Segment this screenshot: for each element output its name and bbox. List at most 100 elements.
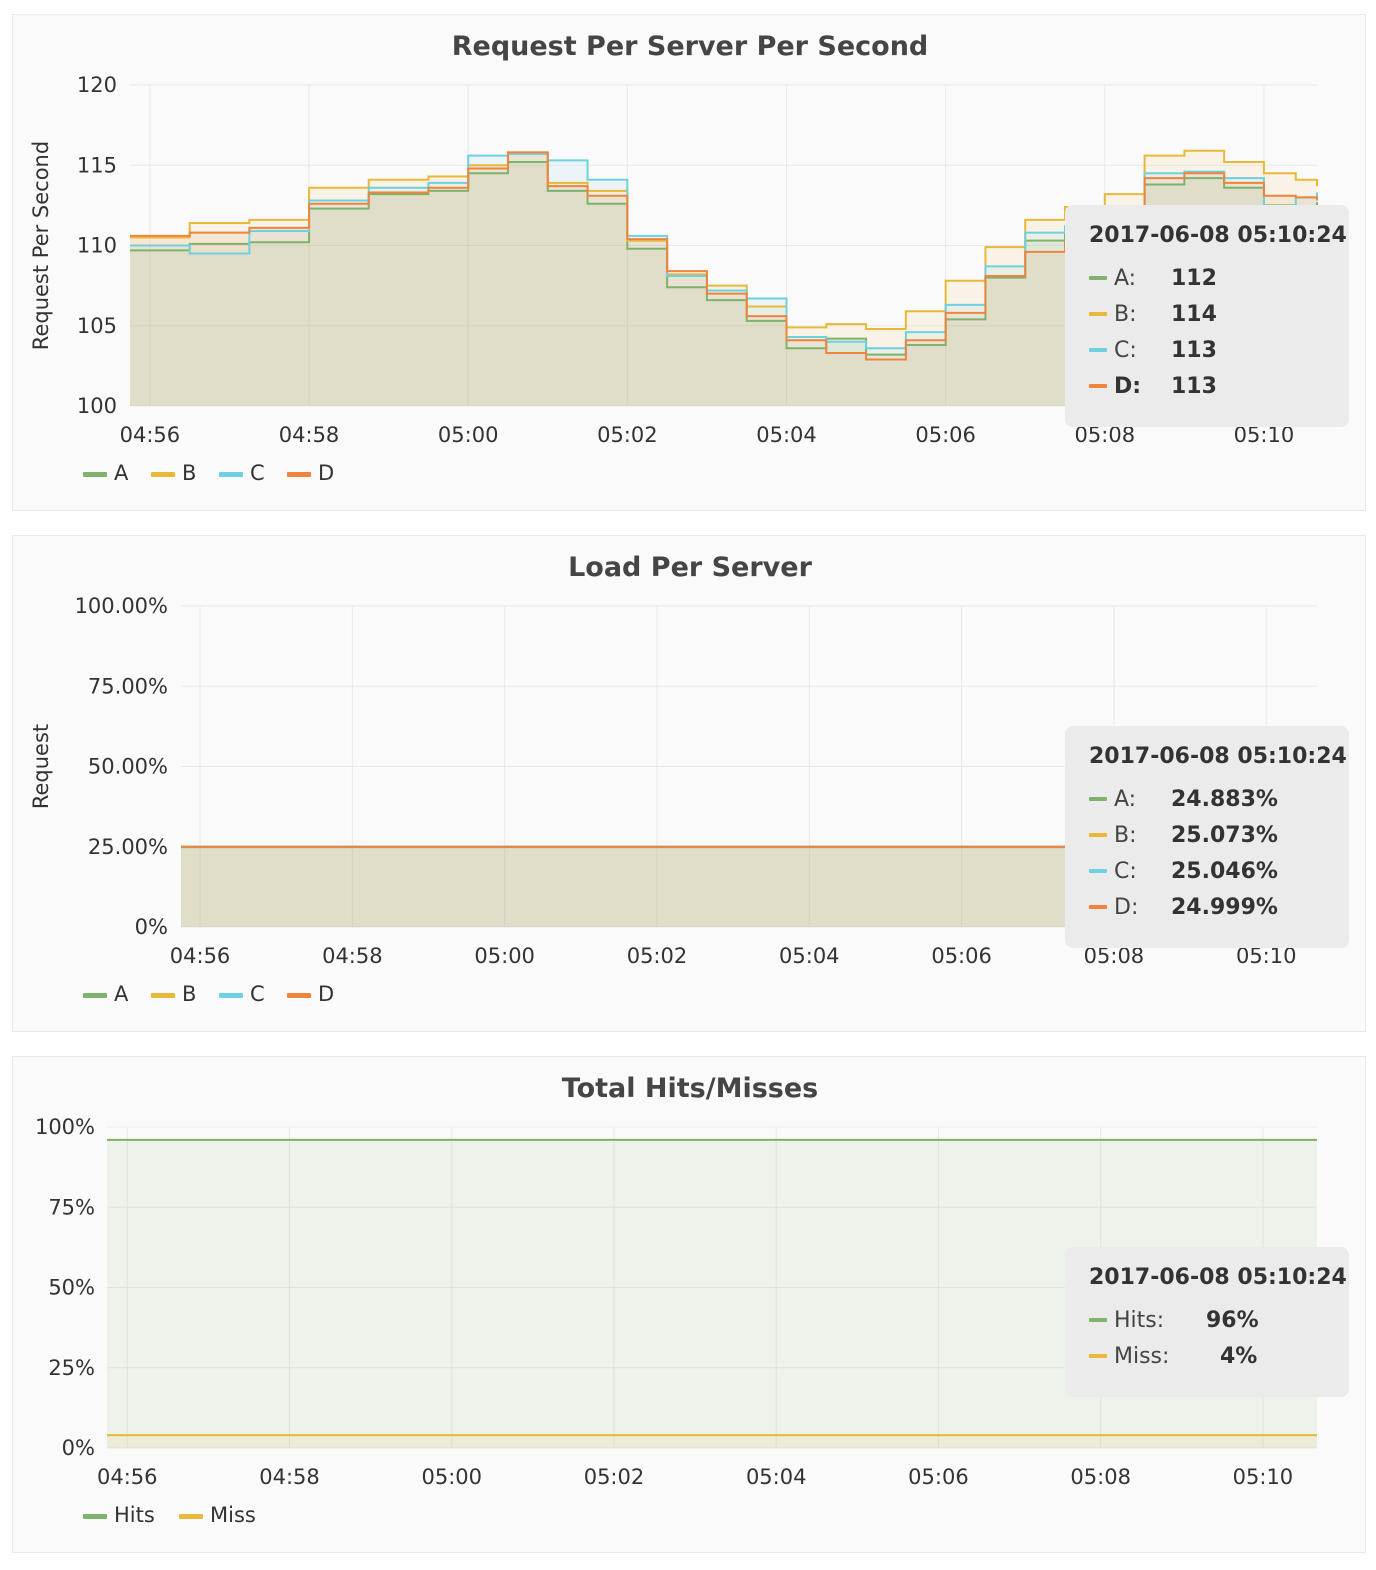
legend-swatch-c <box>219 472 243 477</box>
tooltip-row: B: 25.073% <box>1089 817 1325 853</box>
panel-total-hits-misses: Total Hits/Misses 0% 25% 50% 75% 100% 04:56 04:… <box>12 1056 1366 1553</box>
hits-swatch <box>1089 1318 1107 1322</box>
series-a-swatch <box>1089 276 1107 280</box>
x-tick-label: 05:02 <box>597 423 658 447</box>
x-tick-label: 05:08 <box>1070 1465 1131 1489</box>
x-tick-label: 05:04 <box>756 423 817 447</box>
tooltip-time: 2017-06-08 05:10:24 <box>1089 744 1347 769</box>
x-tick-label: 05:02 <box>584 1465 645 1489</box>
legend-label-c: C <box>250 461 265 485</box>
legend-swatch-d <box>287 472 311 477</box>
x-tick-label: 04:56 <box>170 944 231 968</box>
series-b-swatch <box>1089 312 1107 316</box>
series-c-swatch <box>1089 348 1107 352</box>
series-b-swatch <box>1089 833 1107 837</box>
tooltip-row: C: 113 <box>1089 332 1325 368</box>
tooltip-load-per-server: 2017-06-08 05:10:24 A: 24.883% B: 25.073% … <box>1065 726 1349 948</box>
legend-label-c: C <box>250 982 265 1006</box>
tooltip-time: 2017-06-08 05:10:24 <box>1089 223 1347 248</box>
y-tick-label: 75% <box>48 1195 95 1219</box>
series-d-line <box>130 151 1318 361</box>
series-d-fill <box>181 846 1317 927</box>
legend-swatch-b <box>151 472 175 477</box>
tooltip-label: A: <box>1114 265 1137 291</box>
series-miss-fill <box>107 1435 1317 1448</box>
series-d-swatch <box>1089 384 1107 388</box>
tooltip-row: A: 24.883% <box>1089 781 1325 817</box>
x-tick-label: 05:08 <box>1075 423 1136 447</box>
x-tick-label: 05:00 <box>438 423 499 447</box>
tooltip-row-highlighted: D: 113 <box>1089 368 1325 404</box>
tooltip-row: A: 112 <box>1089 260 1325 296</box>
series-d-fill <box>130 152 1317 406</box>
x-tick-label: 05:10 <box>1236 944 1297 968</box>
series-a-swatch <box>1089 797 1107 801</box>
x-tick-label: 05:06 <box>931 944 992 968</box>
x-tick-label: 05:06 <box>915 423 976 447</box>
legend-label-b: B <box>182 461 196 485</box>
x-tick-label: 04:58 <box>259 1465 320 1489</box>
x-tick-label: 04:58 <box>279 423 340 447</box>
y-axis-label: Request <box>29 724 53 809</box>
legend-swatch-b <box>151 993 175 998</box>
x-tick-label: 05:00 <box>474 944 535 968</box>
tooltip-label: D: <box>1114 373 1142 399</box>
tooltip-label: A: <box>1114 786 1137 812</box>
tooltip-value: 4% <box>1220 1343 1258 1369</box>
tooltip-label: B: <box>1114 301 1137 327</box>
y-tick-label: 100.00% <box>75 594 168 618</box>
series-hits-fill <box>107 1139 1317 1448</box>
x-tick-label: 05:04 <box>746 1465 807 1489</box>
chart-load-per-server: Load Per Server 0% 25.00% 50.00% 75.00% 100.0… <box>29 552 1317 1006</box>
legend-swatch-d <box>287 993 311 998</box>
series-c-swatch <box>1089 869 1107 873</box>
chart-title: Load Per Server <box>568 552 813 583</box>
legend-swatch-a <box>83 472 107 477</box>
tooltip-row: Miss: 4% <box>1089 1338 1325 1374</box>
y-tick-label: 100% <box>35 1115 95 1139</box>
x-tick-label: 04:58 <box>322 944 383 968</box>
x-tick-label: 05:06 <box>908 1465 969 1489</box>
tooltip-value: 113 <box>1171 337 1217 363</box>
y-tick-label: 0% <box>62 1436 95 1460</box>
tooltip-row: B: 114 <box>1089 296 1325 332</box>
series-b-fill <box>181 846 1317 927</box>
legend-label-d: D <box>318 461 334 485</box>
legend-swatch-c <box>219 993 243 998</box>
tooltip-row: C: 25.046% <box>1089 853 1325 889</box>
x-tick-label: 05:10 <box>1234 423 1295 447</box>
y-tick-label: 50.00% <box>88 755 168 779</box>
legend-label-miss: Miss <box>210 1503 256 1527</box>
legend-label-a: A <box>114 461 129 485</box>
panel-request-per-server: Request Per Server Per Second 100 105 110 11… <box>12 14 1366 511</box>
tooltip-value: 24.999% <box>1171 894 1278 920</box>
tooltip-value: 114 <box>1171 301 1217 327</box>
tooltip-label: Hits: <box>1114 1307 1165 1333</box>
series-a-fill <box>130 162 1317 406</box>
miss-swatch <box>1089 1354 1107 1358</box>
tooltip-value: 25.046% <box>1171 858 1278 884</box>
legend-label-a: A <box>114 982 129 1006</box>
y-tick-label: 25% <box>48 1356 95 1380</box>
tooltip-row: Hits: 96% <box>1089 1302 1325 1338</box>
y-axis-label: Request Per Second <box>29 141 53 350</box>
y-tick-label: 115 <box>77 153 117 177</box>
y-tick-label: 0% <box>135 915 168 939</box>
x-tick-label: 04:56 <box>97 1465 158 1489</box>
tooltip-label: C: <box>1114 858 1137 884</box>
chart-total-hits-misses: Total Hits/Misses 0% 25% 50% 75% 100% 04:56 04:… <box>35 1073 1317 1527</box>
legend-label-b: B <box>182 982 196 1006</box>
tooltip-label: B: <box>1114 822 1137 848</box>
series-c-fill <box>130 154 1317 406</box>
chart-title: Total Hits/Misses <box>562 1073 819 1104</box>
tooltip-time: 2017-06-08 05:10:24 <box>1089 1265 1347 1290</box>
tooltip-value: 96% <box>1206 1307 1259 1333</box>
legend-swatch-a <box>83 993 107 998</box>
x-tick-label: 05:02 <box>627 944 688 968</box>
y-tick-label: 110 <box>77 234 117 258</box>
tooltip-value: 24.883% <box>1171 786 1278 812</box>
x-tick-label: 05:08 <box>1084 944 1145 968</box>
series-c-fill <box>181 846 1317 927</box>
tooltip-request-per-second: 2017-06-08 05:10:24 A: 112 B: 114 C: 113 D:… <box>1065 205 1349 427</box>
tooltip-value: 25.073% <box>1171 822 1278 848</box>
